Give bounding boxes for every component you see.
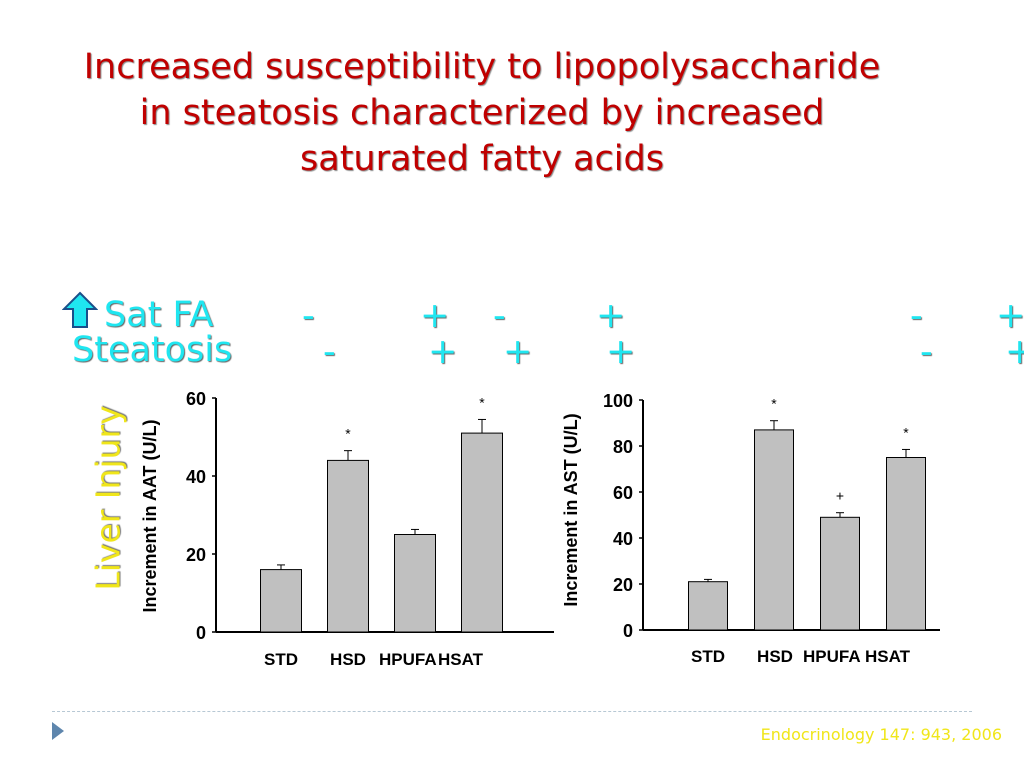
chart1-x-tick-label: HSD — [330, 650, 366, 669]
chart1-significance-marker: * — [479, 394, 485, 410]
satfa-sign-right-1: - — [910, 296, 923, 336]
chart2-bar-hsd — [754, 429, 794, 631]
steatosis-label: Steatosis — [72, 330, 233, 370]
triangle-right-icon — [52, 722, 64, 740]
steatosis-sign-hpufa: + — [503, 332, 533, 372]
satfa-sign-right-2: + — [996, 296, 1024, 336]
steatosis-sign-right-2: + — [1005, 332, 1024, 372]
chart1-y-tick-label: 0 — [196, 623, 206, 643]
chart1-x-tick-label: HPUFA — [379, 650, 437, 669]
title-line-1: Increased susceptibility to lipopolysacc… — [83, 47, 881, 87]
citation: Endocrinology 147: 943, 2006 — [760, 725, 1002, 744]
chart2-bar-std — [688, 581, 728, 631]
ast-y-axis-label: Increment in AST (U/L) — [561, 413, 581, 606]
steatosis-sign-hsd: + — [428, 332, 458, 372]
chart2-y-tick-label: 0 — [623, 621, 633, 641]
chart2-x-tick-label: HSD — [757, 647, 793, 666]
chart1-y-tick-label: 40 — [186, 467, 206, 487]
chart1-significance-marker: * — [345, 426, 351, 442]
chart1-bar-std — [260, 569, 302, 633]
steatosis-sign-std: - — [323, 332, 336, 372]
chart2-y-tick-label: 40 — [613, 529, 633, 549]
chart2-x-tick-label: STD — [691, 647, 725, 666]
chart1-y-tick-label: 60 — [186, 389, 206, 409]
footer-divider — [52, 711, 972, 712]
chart1-x-tick-label: HSAT — [438, 650, 484, 669]
satfa-sign-hsd: + — [420, 296, 450, 336]
aat-y-axis-label: Increment in AAT (U/L) — [140, 419, 160, 612]
liver-injury-text: Liver Injury — [88, 405, 128, 591]
chart2-y-tick-label: 100 — [603, 391, 633, 411]
chart2-x-tick-label: HSAT — [865, 647, 911, 666]
chart1-x-tick-label: STD — [264, 650, 298, 669]
chart2-y-tick-label: 20 — [613, 575, 633, 595]
chart1-y-tick-label: 20 — [186, 545, 206, 565]
chart2-significance-marker: * — [903, 424, 909, 440]
satfa-sign-hpufa: - — [493, 296, 506, 336]
chart2-y-tick-label: 80 — [613, 437, 633, 457]
slide-title: Increased susceptibility to lipopolysacc… — [0, 44, 964, 182]
satfa-sign-std: - — [302, 296, 315, 336]
chart1-bar-hpufa — [394, 534, 436, 633]
satfa-label: Sat FA — [104, 295, 214, 335]
liver-injury-label: Liver Injury — [88, 378, 128, 618]
chart2-bar-hpufa — [820, 516, 860, 631]
ast-bar-chart: Increment in AST (U/L) 0 20 40 60 80 100 * + * ST… — [561, 391, 940, 666]
chart1-bar-hsat — [461, 432, 503, 633]
chart2-significance-marker: * — [771, 396, 777, 412]
title-line-3: saturated fatty acids — [300, 139, 664, 179]
chart1-bar-hsd — [327, 459, 369, 633]
satfa-sign-hsat: + — [596, 296, 626, 336]
aat-bar-chart: Increment in AAT (U/L) 0 20 40 60 * * STD HSD HP… — [140, 389, 554, 669]
chart2-bar-hsat — [886, 457, 926, 631]
title-line-2: in steatosis characterized by increased — [139, 93, 825, 133]
up-arrow-icon — [62, 291, 98, 328]
chart2-x-tick-label: HPUFA — [803, 647, 861, 666]
steatosis-sign-hsat: + — [606, 332, 636, 372]
chart2-significance-marker: + — [836, 488, 844, 504]
steatosis-sign-right-1: - — [920, 332, 933, 372]
chart2-y-tick-label: 60 — [613, 483, 633, 503]
